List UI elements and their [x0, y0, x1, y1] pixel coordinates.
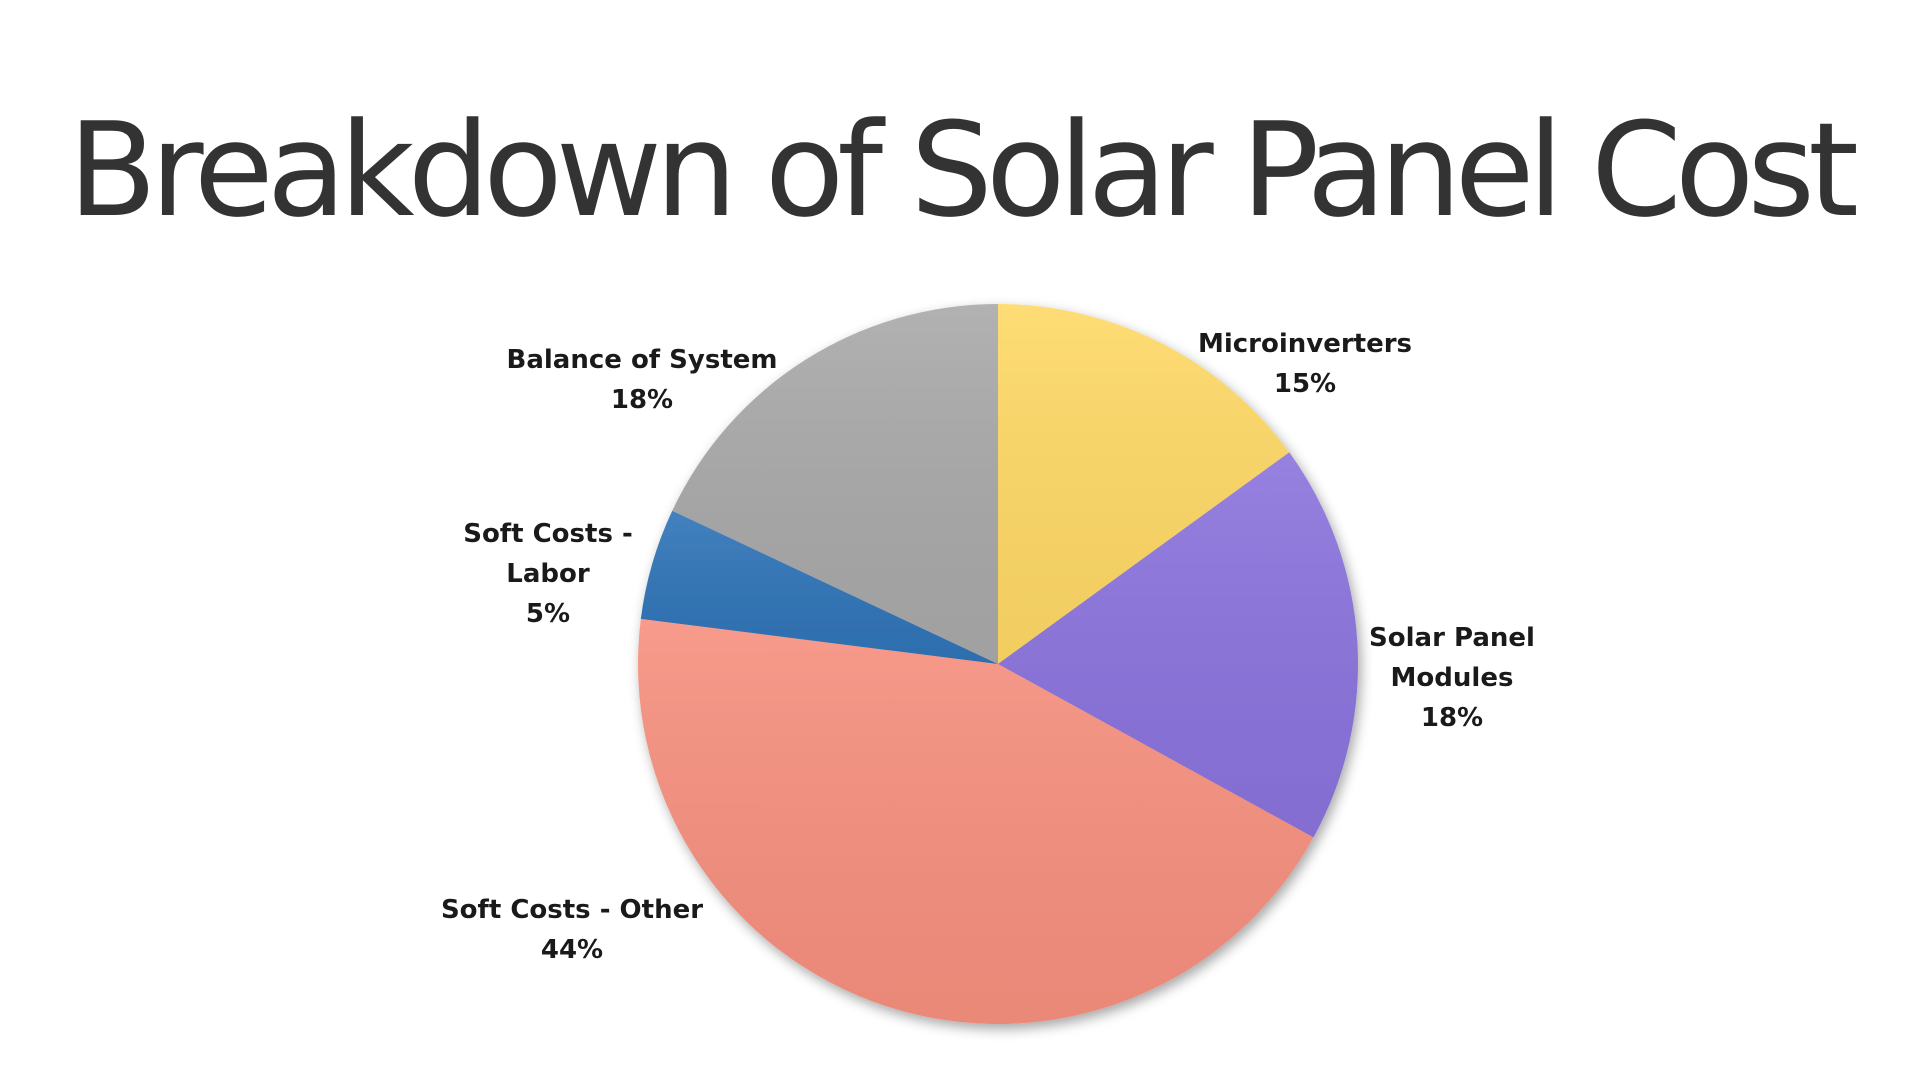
pie-label-soft-costs-other: Soft Costs - Other 44% — [441, 895, 703, 965]
pie-category-label: Soft Costs - Other — [441, 895, 703, 925]
pie-label-balance-of-system: Balance of System 18% — [507, 345, 778, 415]
pie-slice-shading — [638, 618, 1314, 1024]
pie-labels: Microinverters 15%Solar Panel Modules 18%So… — [441, 329, 1535, 965]
pie-slices — [638, 303, 1359, 1024]
pie-category-label: Balance of System — [507, 345, 778, 375]
pie-category-label: Soft Costs - — [463, 519, 633, 549]
chart-title: Breakdown of Solar Panel Cost — [67, 94, 1859, 246]
pie-label-microinverters: Microinverters 15% — [1198, 329, 1412, 399]
pie-slice-shading — [998, 303, 1290, 664]
pie-slice-shading — [640, 510, 998, 664]
pie-value-label: 18% — [1421, 703, 1483, 733]
pie-value-label: 15% — [1274, 369, 1336, 399]
pie-slice-shading — [672, 304, 998, 664]
pie-label-soft-costs-labor: Soft Costs - Labor 5% — [463, 519, 633, 629]
pie-value-label: 18% — [611, 385, 673, 415]
pie-slice-shading — [998, 452, 1359, 838]
pie-category-label: Labor — [506, 559, 590, 589]
pie-category-label: Solar Panel — [1369, 623, 1535, 653]
pie-label-solar-panel-modules: Solar Panel Modules 18% — [1369, 623, 1535, 733]
pie-category-label: Microinverters — [1198, 329, 1412, 359]
pie-value-label: 44% — [541, 935, 603, 965]
pie-category-label: Modules — [1391, 663, 1514, 693]
pie-value-label: 5% — [526, 599, 570, 629]
